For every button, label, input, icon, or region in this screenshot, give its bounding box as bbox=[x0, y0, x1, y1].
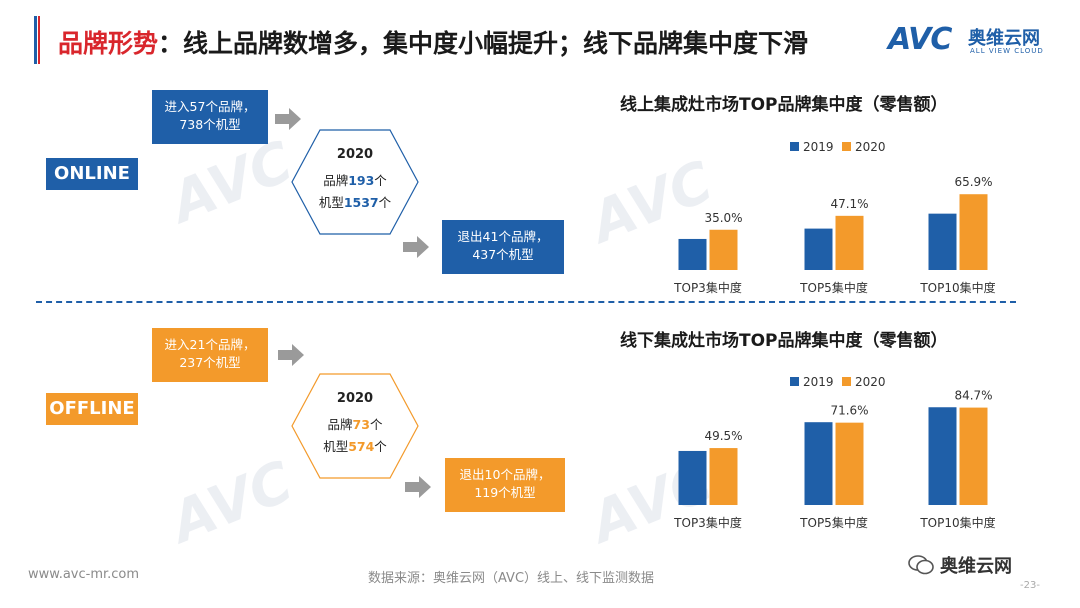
bar-2019-1 bbox=[804, 228, 833, 270]
category-label-1: TOP5集中度 bbox=[799, 280, 868, 295]
offline-chart-title: 线下集成灶市场TOP品牌集中度（零售额） bbox=[620, 331, 948, 351]
category-label-0: TOP3集中度 bbox=[673, 280, 742, 295]
avc-logo: AVC 奥维云网 ALL VIEW CLOUD bbox=[888, 22, 1044, 57]
category-label-2: TOP10集中度 bbox=[919, 515, 995, 530]
legend-swatch-2020 bbox=[842, 142, 851, 151]
legend-label-2019: 2019 bbox=[803, 140, 834, 154]
data-label-2020-2: 84.7% bbox=[954, 389, 992, 403]
bar-2019-0 bbox=[678, 450, 707, 505]
category-label-0: TOP3集中度 bbox=[673, 515, 742, 530]
category-label-2: TOP10集中度 bbox=[919, 280, 995, 295]
offline-enter-box: 进入21个品牌， 237个机型 bbox=[152, 328, 268, 382]
bar-2020-1 bbox=[835, 215, 864, 270]
bar-2020-0 bbox=[709, 229, 738, 270]
online-concentration-chart: 2019 2020 35.0% TOP3集中度 47.1% TOP5集中度 65.9% TOP… bbox=[673, 140, 995, 295]
legend-label-2019: 2019 bbox=[803, 375, 834, 389]
online-exit-box: 退出41个品牌， 437个机型 bbox=[442, 220, 564, 274]
data-label-2020-2: 65.9% bbox=[954, 175, 992, 189]
arrow-right-icon bbox=[275, 108, 301, 130]
category-label-1: TOP5集中度 bbox=[799, 515, 868, 530]
online-stats-hexagon: 2020 品牌193个 机型1537个 bbox=[290, 128, 420, 236]
bar-2019-1 bbox=[804, 422, 833, 505]
online-badge: ONLINE bbox=[46, 158, 138, 190]
title-accent-bar bbox=[34, 16, 40, 64]
data-label-2020-0: 35.0% bbox=[704, 211, 742, 225]
page-title: 品牌形势：线上品牌数增多，集中度小幅提升；线下品牌集中度下滑 bbox=[58, 29, 809, 58]
wechat-icon bbox=[908, 555, 934, 575]
page-number: -23- bbox=[1020, 580, 1040, 591]
offline-concentration-chart: 2019 2020 49.5% TOP3集中度 71.6% TOP5集中度 84.7% TOP… bbox=[673, 375, 995, 530]
legend-swatch-2020 bbox=[842, 377, 851, 386]
offline-exit-box: 退出10个品牌， 119个机型 bbox=[445, 458, 565, 512]
bar-2020-2 bbox=[959, 194, 988, 270]
footer-url: www.avc-mr.com bbox=[28, 567, 140, 582]
bar-2019-2 bbox=[928, 213, 957, 270]
legend-swatch-2019 bbox=[790, 377, 799, 386]
bar-2019-2 bbox=[928, 407, 957, 505]
bar-2020-1 bbox=[835, 422, 864, 505]
data-source-note: 数据来源：奥维云网（AVC）线上、线下监测数据 bbox=[368, 571, 655, 586]
offline-stats-hexagon: 2020 品牌73个 机型574个 bbox=[290, 372, 420, 480]
legend-label-2020: 2020 bbox=[855, 375, 886, 389]
legend-label-2020: 2020 bbox=[855, 140, 886, 154]
wechat-account: 奥维云网 bbox=[908, 552, 1012, 578]
watermark: AVC bbox=[162, 449, 302, 556]
online-enter-box: 进入57个品牌， 738个机型 bbox=[152, 90, 268, 144]
arrow-right-icon bbox=[403, 236, 429, 258]
section-divider bbox=[36, 301, 1016, 303]
arrow-right-icon bbox=[405, 476, 431, 498]
data-label-2020-1: 47.1% bbox=[830, 197, 868, 211]
data-label-2020-0: 49.5% bbox=[704, 429, 742, 443]
bar-2020-0 bbox=[709, 448, 738, 505]
online-chart-title: 线上集成灶市场TOP品牌集中度（零售额） bbox=[620, 95, 948, 115]
data-label-2020-1: 71.6% bbox=[830, 404, 868, 418]
watermark: AVC bbox=[162, 129, 302, 236]
bar-2020-2 bbox=[959, 407, 988, 505]
legend-swatch-2019 bbox=[790, 142, 799, 151]
offline-badge: OFFLINE bbox=[46, 393, 138, 425]
bar-2019-0 bbox=[678, 238, 707, 270]
arrow-right-icon bbox=[278, 344, 304, 366]
